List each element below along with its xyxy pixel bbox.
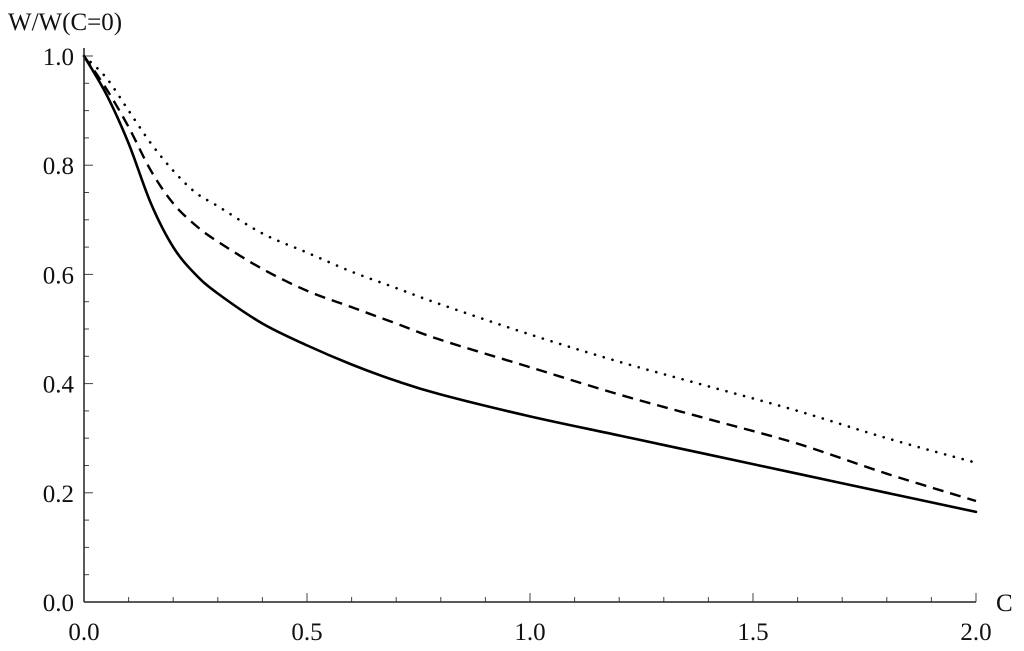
x-tick-label: 0.5	[291, 619, 322, 646]
x-tick-label: 2.0	[960, 619, 991, 646]
y-axis-label: W/W(C=0)	[8, 9, 122, 36]
x-tick-label: 0.0	[68, 619, 99, 646]
y-tick-label: 0.8	[43, 153, 74, 180]
y-tick-label: 1.0	[43, 44, 74, 71]
series-line-solid	[82, 54, 978, 514]
ticks-layer: 0.0 0.5 1.0 1.5 2.0 0.0 0.2 0.4 0.6 0.8 1.0	[43, 44, 992, 646]
x-tick-label: 1.0	[514, 619, 545, 646]
axes-layer	[83, 48, 976, 603]
labels-layer: W/W(C=0) C	[8, 9, 1013, 617]
series-line-dotted	[82, 54, 978, 465]
series-line-dashed	[83, 55, 977, 503]
y-tick-label: 0.2	[43, 481, 74, 508]
x-axis-label: C	[996, 590, 1013, 617]
x-tick-label: 1.5	[737, 619, 768, 646]
y-tick-label: 0.0	[43, 590, 74, 617]
y-tick-label: 0.6	[43, 262, 74, 289]
series-layer	[82, 54, 978, 514]
y-tick-label: 0.4	[43, 372, 75, 399]
